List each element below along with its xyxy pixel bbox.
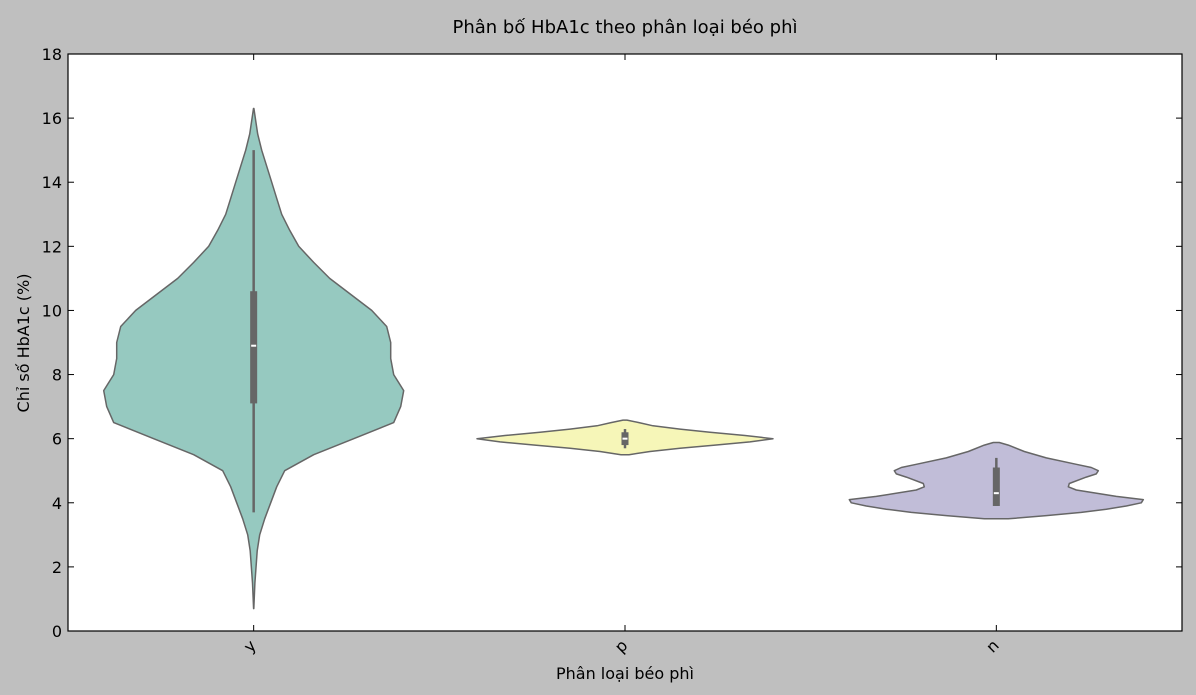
x-tick-label: p xyxy=(611,636,632,657)
y-axis: 0 2 4 6 8 10 12 14 16 18 xyxy=(42,45,1182,641)
y-tick-label: 12 xyxy=(42,237,62,256)
violin-iqr-box-y xyxy=(250,291,258,404)
chart-title: Phân bố HbA1c theo phân loại béo phì xyxy=(452,17,797,38)
x-tick-label: y xyxy=(240,636,260,656)
y-tick-label: 4 xyxy=(52,494,62,513)
y-axis-label: Chỉ số HbA1c (%) xyxy=(14,274,33,413)
x-axis-label: Phân loại béo phì xyxy=(556,664,694,683)
y-tick-label: 14 xyxy=(42,173,62,192)
y-tick-label: 2 xyxy=(52,558,62,577)
violin-iqr-box-n xyxy=(992,467,1000,506)
y-tick-label: 8 xyxy=(52,366,62,385)
violins-layer xyxy=(102,107,1145,610)
y-tick-label: 6 xyxy=(52,430,62,449)
y-tick-label: 16 xyxy=(42,109,62,128)
y-tick-label: 0 xyxy=(52,622,62,641)
y-tick-label: 10 xyxy=(42,301,62,320)
y-tick-label: 18 xyxy=(42,45,62,64)
x-tick-label: n xyxy=(982,636,1003,657)
